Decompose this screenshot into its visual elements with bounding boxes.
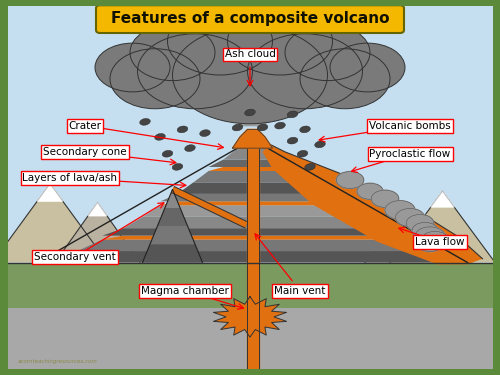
Ellipse shape bbox=[232, 124, 243, 131]
FancyBboxPatch shape bbox=[96, 5, 404, 33]
Polygon shape bbox=[365, 206, 445, 262]
Polygon shape bbox=[158, 208, 188, 226]
Ellipse shape bbox=[330, 43, 405, 92]
Polygon shape bbox=[208, 160, 296, 167]
Polygon shape bbox=[78, 240, 428, 251]
Ellipse shape bbox=[172, 26, 328, 124]
Polygon shape bbox=[178, 183, 328, 194]
Text: Layers of lava/ash: Layers of lava/ash bbox=[22, 173, 118, 183]
Ellipse shape bbox=[415, 227, 445, 246]
Text: Secondary vent: Secondary vent bbox=[34, 252, 116, 262]
Polygon shape bbox=[194, 171, 312, 183]
Polygon shape bbox=[38, 184, 62, 201]
Polygon shape bbox=[102, 236, 403, 240]
Ellipse shape bbox=[184, 145, 196, 152]
Polygon shape bbox=[390, 191, 495, 262]
Bar bbox=[8, 308, 492, 369]
Text: Pyroclastic flow: Pyroclastic flow bbox=[370, 149, 450, 159]
Ellipse shape bbox=[297, 150, 308, 157]
Polygon shape bbox=[235, 96, 270, 126]
Ellipse shape bbox=[172, 164, 183, 170]
Ellipse shape bbox=[154, 134, 166, 140]
Polygon shape bbox=[165, 189, 180, 208]
Bar bbox=[0, 369, 500, 375]
Text: Ash cloud: Ash cloud bbox=[224, 50, 276, 59]
Polygon shape bbox=[262, 144, 482, 264]
Text: Main vent: Main vent bbox=[274, 286, 326, 296]
Ellipse shape bbox=[138, 34, 252, 109]
Polygon shape bbox=[396, 206, 414, 219]
Ellipse shape bbox=[287, 111, 298, 118]
Text: Lava flow: Lava flow bbox=[415, 237, 465, 247]
Polygon shape bbox=[431, 191, 454, 207]
Ellipse shape bbox=[168, 8, 272, 75]
Polygon shape bbox=[143, 206, 362, 217]
Polygon shape bbox=[208, 167, 296, 171]
Polygon shape bbox=[55, 202, 140, 262]
Polygon shape bbox=[246, 148, 258, 369]
Polygon shape bbox=[214, 297, 286, 337]
Ellipse shape bbox=[274, 122, 285, 129]
Polygon shape bbox=[232, 129, 272, 148]
Text: Crater: Crater bbox=[68, 121, 102, 130]
Ellipse shape bbox=[244, 109, 256, 116]
Ellipse shape bbox=[385, 201, 415, 219]
Ellipse shape bbox=[285, 24, 370, 81]
Bar bbox=[0, 0, 8, 375]
Ellipse shape bbox=[304, 164, 316, 170]
Ellipse shape bbox=[162, 150, 173, 157]
Ellipse shape bbox=[177, 126, 188, 133]
Text: Secondary cone: Secondary cone bbox=[43, 147, 127, 157]
Polygon shape bbox=[38, 251, 468, 262]
Ellipse shape bbox=[228, 8, 332, 75]
Ellipse shape bbox=[110, 49, 200, 109]
Text: Volcanic bombs: Volcanic bombs bbox=[369, 121, 451, 130]
Polygon shape bbox=[142, 244, 203, 262]
Ellipse shape bbox=[314, 141, 326, 148]
Text: acornteachingresources.com: acornteachingresources.com bbox=[18, 360, 97, 364]
Ellipse shape bbox=[357, 183, 383, 200]
Polygon shape bbox=[0, 184, 108, 262]
Ellipse shape bbox=[418, 236, 442, 252]
Ellipse shape bbox=[95, 43, 170, 92]
Ellipse shape bbox=[406, 214, 434, 232]
Text: Magma chamber: Magma chamber bbox=[141, 286, 229, 296]
Ellipse shape bbox=[300, 126, 310, 133]
Polygon shape bbox=[124, 217, 382, 228]
Ellipse shape bbox=[371, 190, 399, 207]
Ellipse shape bbox=[412, 222, 438, 239]
Bar bbox=[8, 262, 492, 369]
Ellipse shape bbox=[130, 24, 215, 81]
Ellipse shape bbox=[287, 137, 298, 144]
Polygon shape bbox=[160, 201, 344, 206]
Bar bbox=[0, 0, 500, 6]
Polygon shape bbox=[102, 228, 403, 236]
Ellipse shape bbox=[257, 124, 268, 131]
Bar bbox=[492, 0, 500, 375]
Ellipse shape bbox=[300, 49, 390, 109]
Ellipse shape bbox=[396, 209, 424, 226]
Ellipse shape bbox=[200, 130, 210, 136]
Ellipse shape bbox=[248, 34, 362, 109]
Polygon shape bbox=[88, 202, 107, 216]
Polygon shape bbox=[150, 226, 195, 244]
Polygon shape bbox=[224, 148, 282, 160]
Ellipse shape bbox=[421, 231, 449, 249]
Text: Features of a composite volcano: Features of a composite volcano bbox=[111, 11, 389, 26]
Ellipse shape bbox=[140, 118, 150, 125]
Ellipse shape bbox=[336, 172, 364, 188]
Polygon shape bbox=[160, 194, 344, 201]
